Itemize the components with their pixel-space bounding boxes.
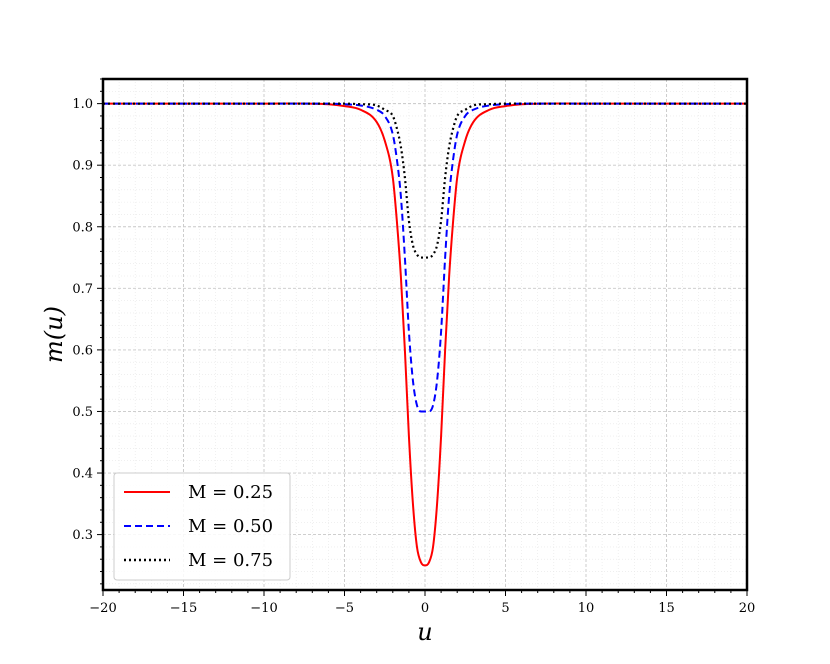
legend: M = 0.25 M = 0.50 M = 0.75 xyxy=(113,472,291,581)
x-tick-label: 5 xyxy=(501,601,509,616)
y-tick-label: 0.8 xyxy=(72,220,93,235)
y-tick-label: 0.4 xyxy=(72,467,93,482)
x-tick-label: −5 xyxy=(335,601,354,616)
y-tick-label: 0.7 xyxy=(72,282,93,297)
y-tick-label: 1.0 xyxy=(72,97,93,112)
series-lines xyxy=(103,102,747,567)
axis-ticks: −20 −15 −10 −5 0 5 10 15 20 0.3 0.4 0.5 0.6 0.7 0.8 0.9… xyxy=(72,78,756,616)
y-tick-label: 0.5 xyxy=(72,405,93,420)
y-tick-label: 0.9 xyxy=(72,159,93,174)
x-tick-label: 10 xyxy=(578,601,595,616)
x-axis-title: u xyxy=(417,618,432,646)
x-tick-label: −10 xyxy=(250,601,277,616)
x-tick-label: 15 xyxy=(658,601,675,616)
x-tick-label: 0 xyxy=(421,601,429,616)
series-line-1 xyxy=(103,102,747,567)
x-tick-label: 20 xyxy=(739,601,756,616)
y-tick-label: 0.6 xyxy=(72,343,93,358)
series-line-2 xyxy=(103,102,747,413)
series-line-3 xyxy=(103,102,747,259)
y-tick-label: 0.3 xyxy=(72,528,93,543)
x-tick-label: −20 xyxy=(89,601,116,616)
y-axis-title: m(u) xyxy=(40,306,68,363)
legend-label: M = 0.25 xyxy=(188,482,273,503)
legend-label: M = 0.50 xyxy=(188,516,273,537)
legend-label: M = 0.75 xyxy=(188,550,273,571)
legend-box xyxy=(113,472,291,581)
x-tick-label: −15 xyxy=(170,601,197,616)
